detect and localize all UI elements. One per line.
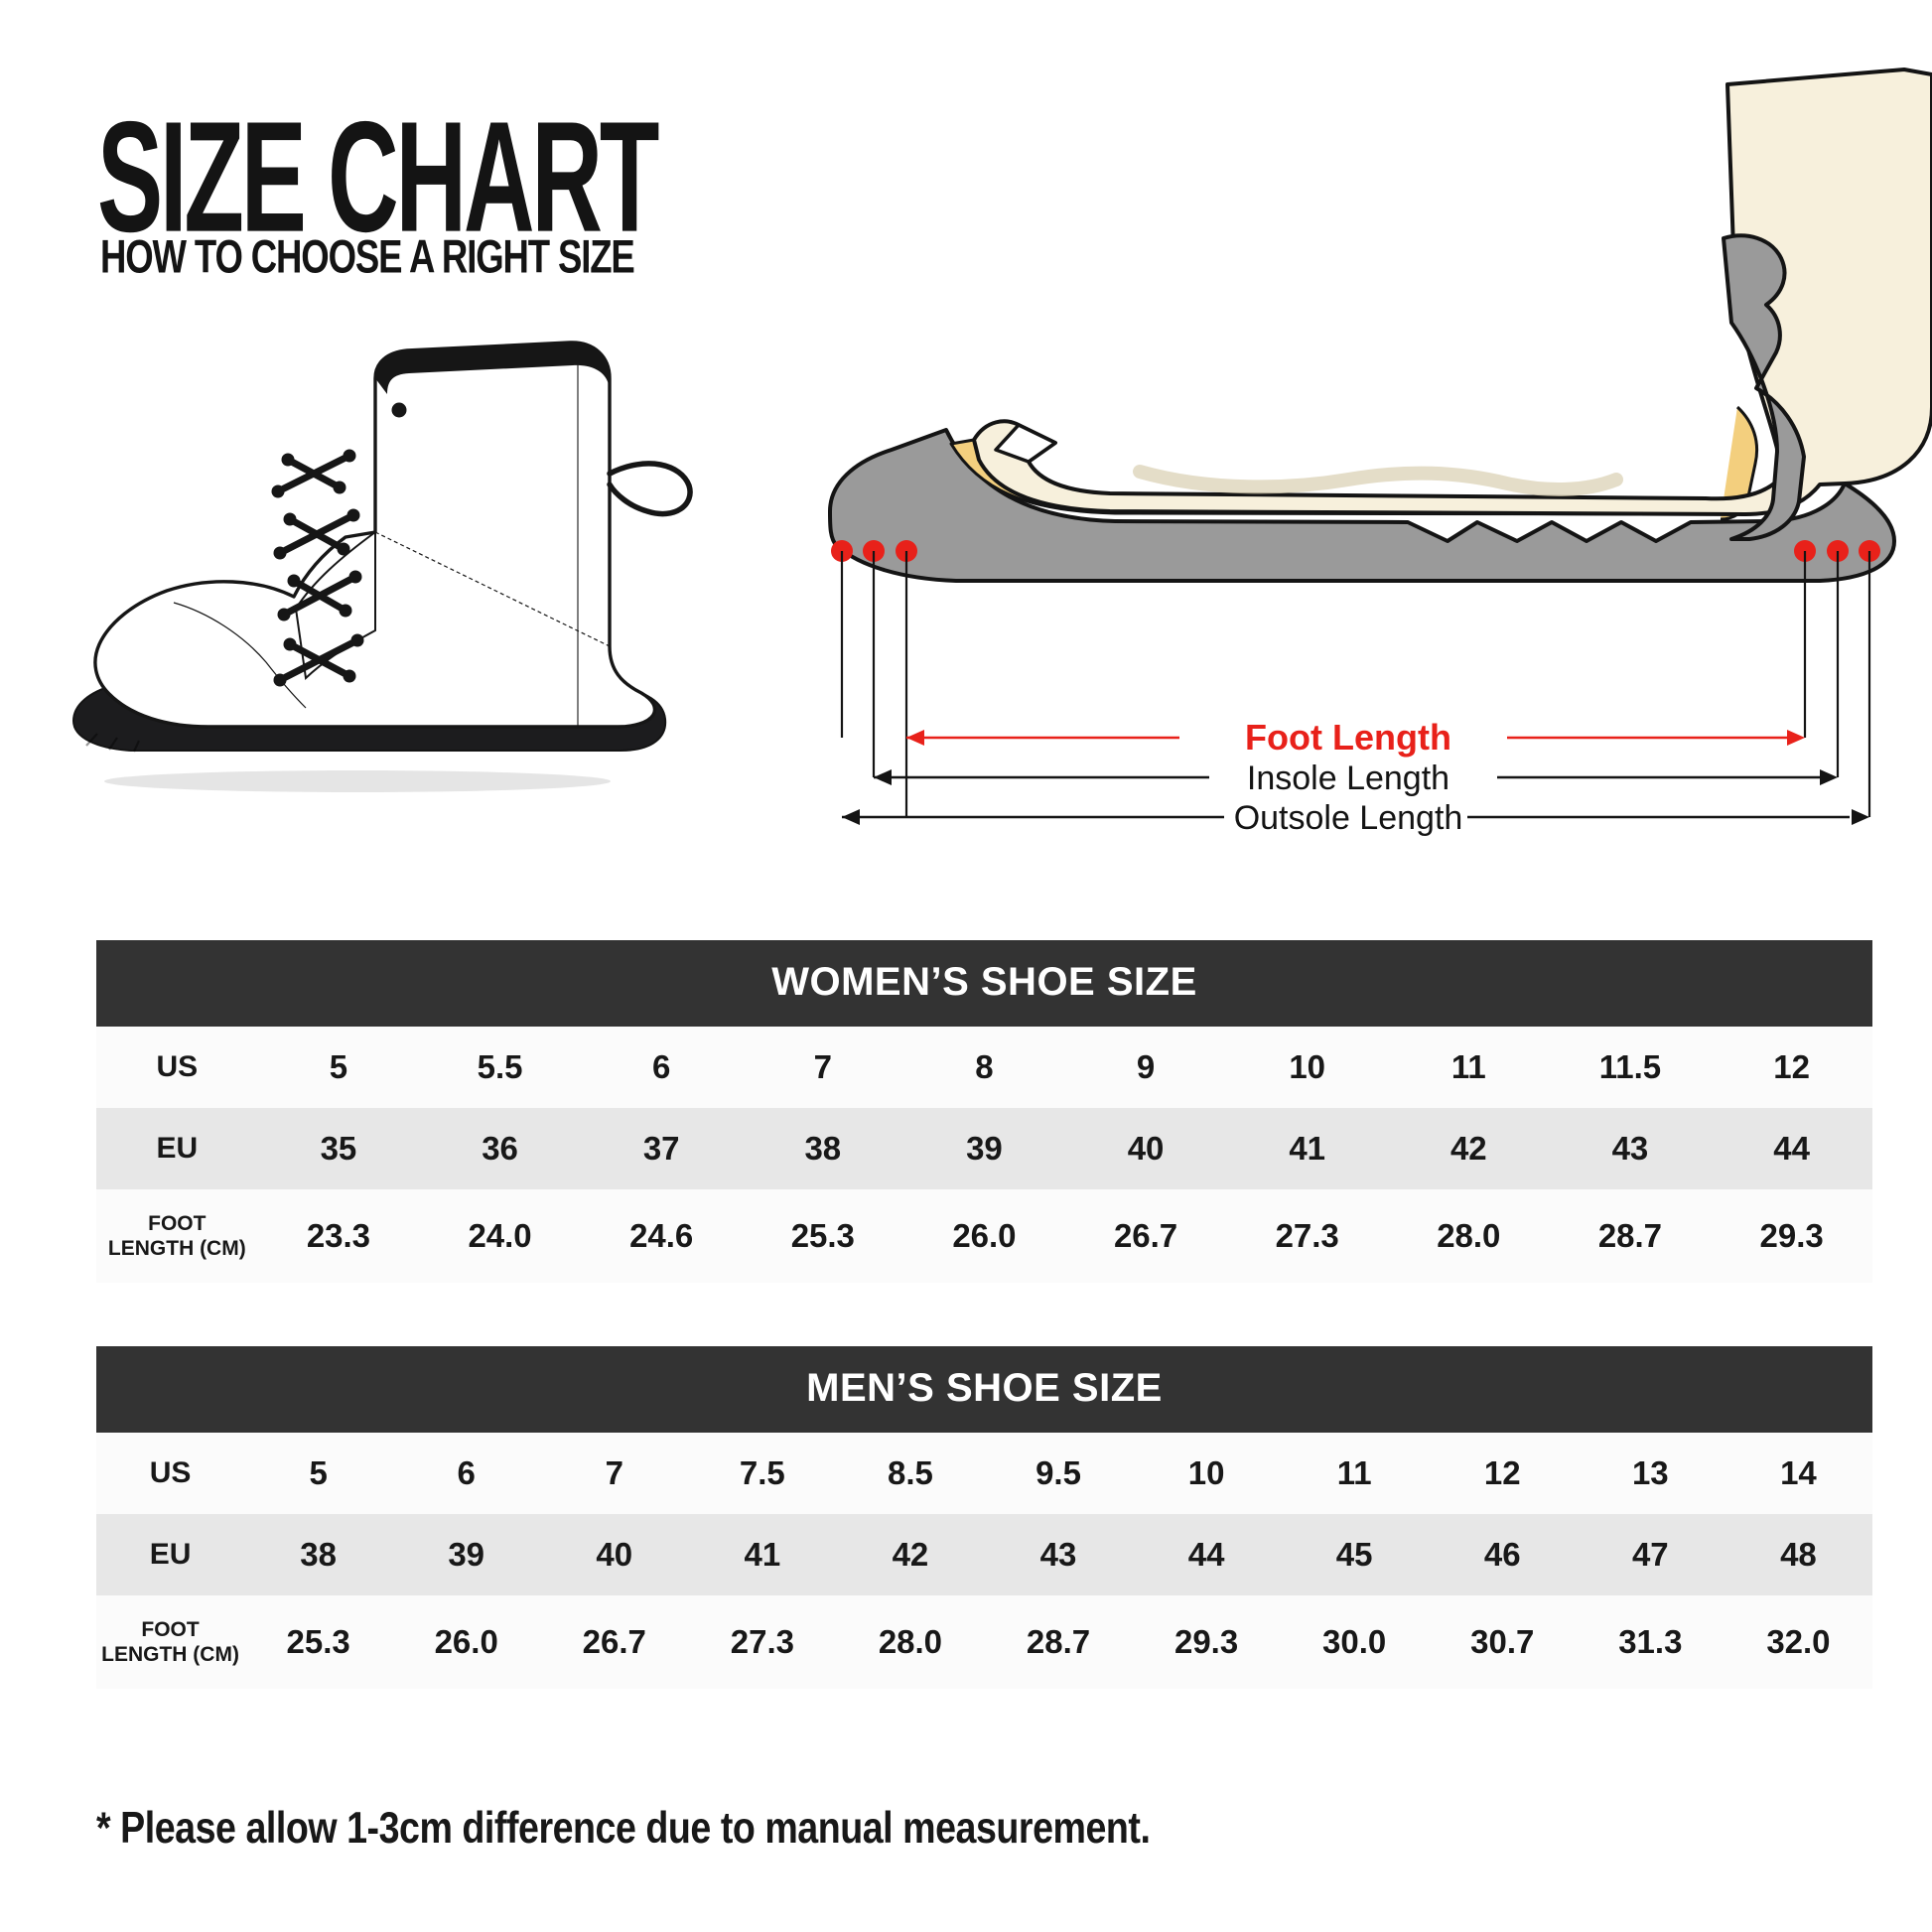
svg-text:Foot Length: Foot Length bbox=[1245, 717, 1451, 758]
svg-text:Insole Length: Insole Length bbox=[1247, 759, 1449, 797]
svg-text:Outsole Length: Outsole Length bbox=[1234, 799, 1463, 837]
